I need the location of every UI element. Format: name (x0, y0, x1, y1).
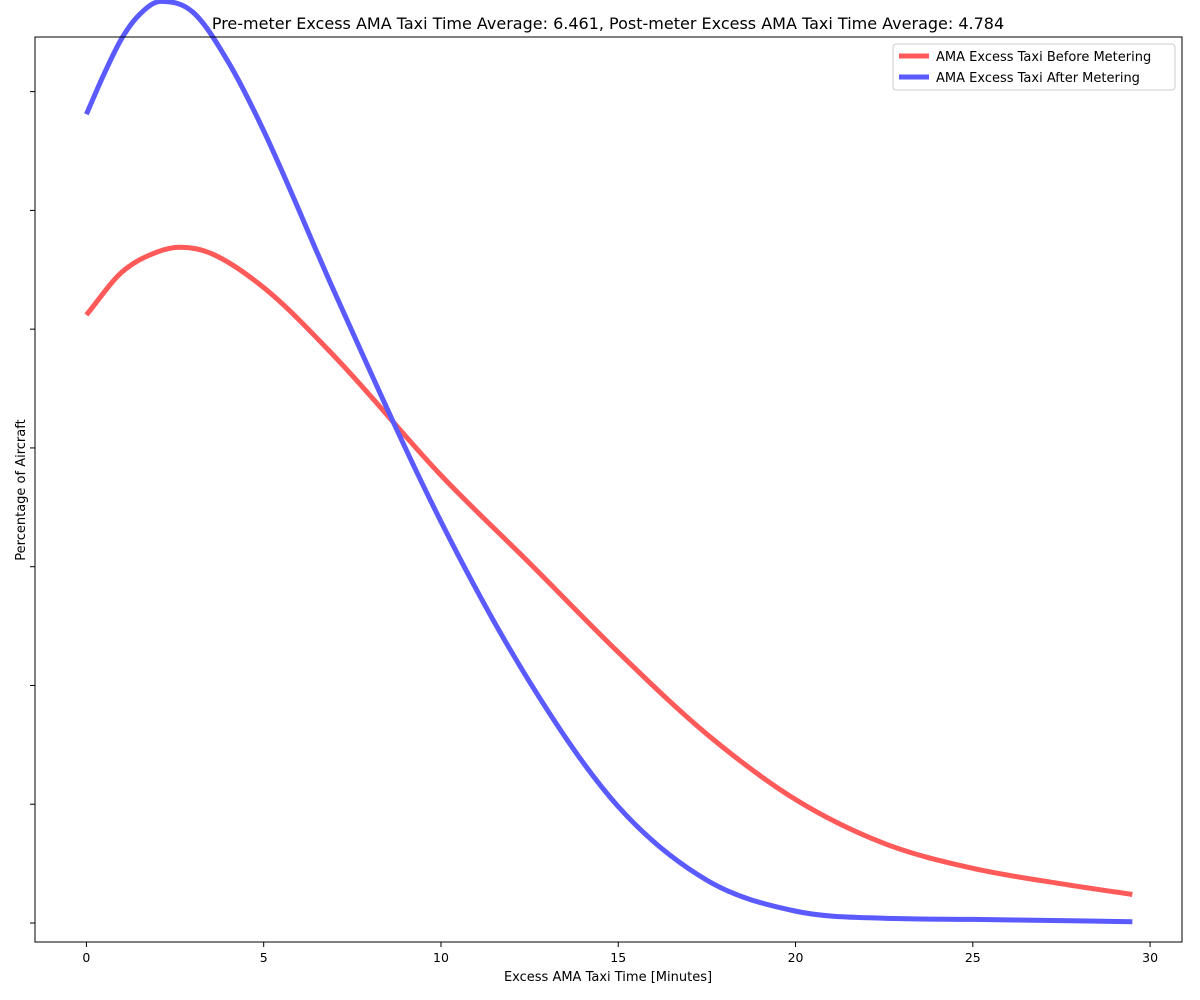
series-line-after-metering (84, 0, 1133, 925)
legend-label-before-metering: AMA Excess Taxi Before Metering (936, 50, 1151, 65)
legend-box (892, 43, 1176, 91)
plot-area: 0 5 10 15 20 25 30 (30, 0, 1183, 965)
x-tick-label: 15 (610, 950, 626, 965)
legend-label-after-metering: AMA Excess Taxi After Metering (936, 71, 1140, 86)
x-tick-label: 10 (433, 950, 449, 965)
series-line-before-metering (84, 244, 1133, 897)
y-axis-label: Percentage of Aircraft (14, 419, 29, 560)
x-tick-label: 0 (82, 950, 90, 965)
legend: AMA Excess Taxi Before Metering AMA Exces… (892, 43, 1176, 91)
axes-frame (34, 36, 1183, 943)
x-tick-label: 25 (965, 950, 981, 965)
x-tick-label: 5 (260, 950, 268, 965)
x-tick-label: 20 (788, 950, 804, 965)
x-tick-label: 30 (1142, 950, 1158, 965)
chart-title: Pre-meter Excess AMA Taxi Time Average: … (212, 14, 1004, 33)
x-axis-label: Excess AMA Taxi Time [Minutes] (504, 970, 712, 985)
